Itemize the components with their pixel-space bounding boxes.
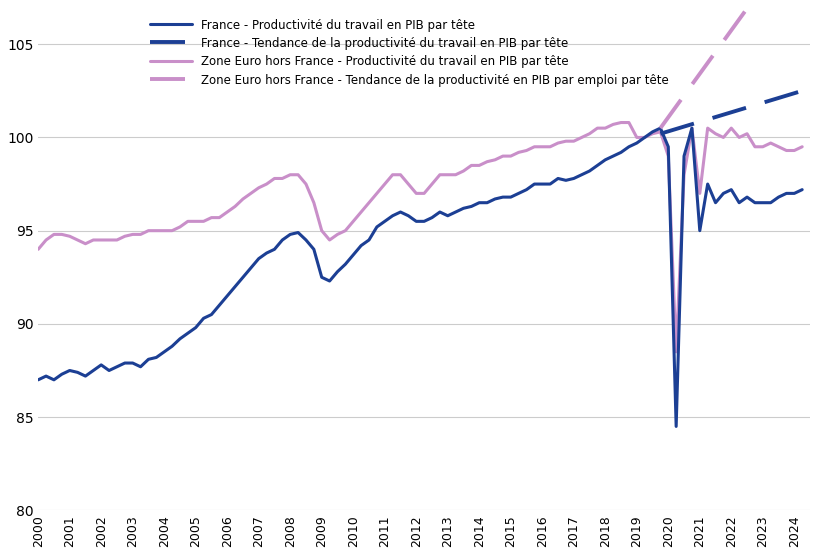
Zone Euro hors France - Productivité du travail en PIB par tête [33, 246, 43, 253]
Zone Euro hors France - Tendance de la productivité en PIB par emploi par tête [655, 125, 665, 131]
Line: Zone Euro hors France - Productivité du travail en PIB par tête: Zone Euro hors France - Productivité du … [38, 122, 802, 352]
France - Productivité du travail en PIB par tête [797, 186, 807, 193]
Zone Euro hors France - Productivité du travail en PIB par tête [514, 149, 524, 156]
Zone Euro hors France - Productivité du travail en PIB par tête [96, 237, 106, 243]
France - Productivité du travail en PIB par tête [672, 423, 681, 430]
Zone Euro hors France - Productivité du travail en PIB par tête [616, 119, 626, 126]
Zone Euro hors France - Productivité du travail en PIB par tête [797, 143, 807, 150]
France - Productivité du travail en PIB par tête [33, 377, 43, 383]
Legend: France - Productivité du travail en PIB par tête, France - Tendance de la produc: France - Productivité du travail en PIB … [145, 13, 675, 93]
Zone Euro hors France - Productivité du travail en PIB par tête [395, 171, 405, 178]
France - Productivité du travail en PIB par tête [655, 125, 665, 131]
France - Productivité du travail en PIB par tête [514, 190, 524, 197]
France - Productivité du travail en PIB par tête [395, 209, 405, 216]
France - Productivité du travail en PIB par tête [458, 205, 468, 212]
France - Tendance de la productivité du travail en PIB par tête [797, 88, 807, 94]
Zone Euro hors France - Productivité du travail en PIB par tête [624, 119, 634, 126]
France - Tendance de la productivité du travail en PIB par tête [655, 130, 665, 137]
Zone Euro hors France - Productivité du travail en PIB par tête [81, 240, 91, 247]
Line: France - Tendance de la productivité du travail en PIB par tête: France - Tendance de la productivité du … [660, 91, 802, 134]
Line: Zone Euro hors France - Tendance de la productivité en PIB par emploi par tête: Zone Euro hors France - Tendance de la p… [660, 0, 802, 128]
France - Productivité du travail en PIB par tête [96, 362, 106, 368]
Zone Euro hors France - Productivité du travail en PIB par tête [672, 348, 681, 355]
Line: France - Productivité du travail en PIB par tête: France - Productivité du travail en PIB … [38, 128, 802, 427]
Zone Euro hors France - Productivité du travail en PIB par tête [458, 168, 468, 175]
France - Productivité du travail en PIB par tête [81, 373, 91, 379]
France - Productivité du travail en PIB par tête [616, 149, 626, 156]
